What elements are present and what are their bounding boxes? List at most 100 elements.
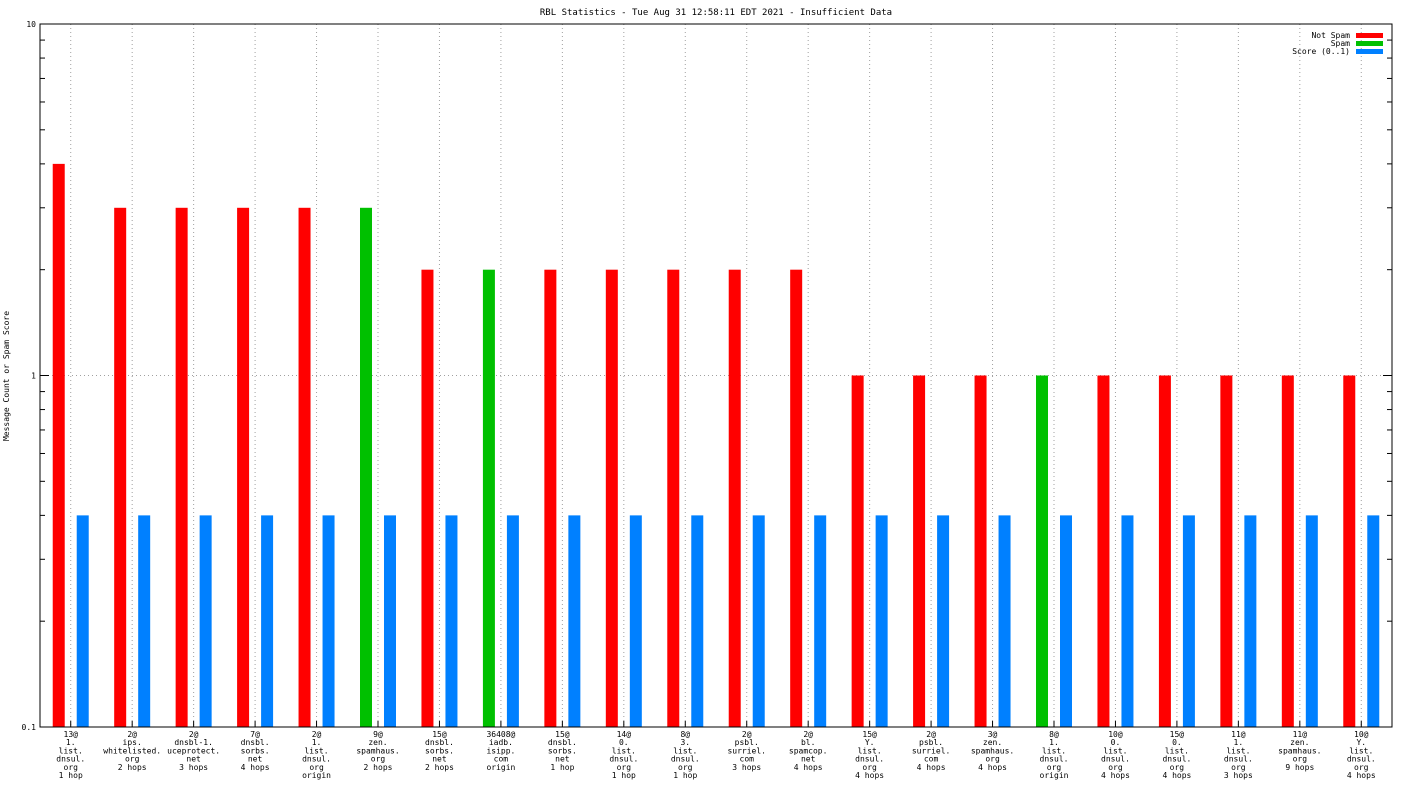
x-tick-label-line: org — [617, 763, 632, 772]
x-tick-label-line: org — [64, 763, 79, 772]
x-tick-label-line: 4 hops — [1162, 771, 1191, 780]
legend-swatch — [1356, 41, 1383, 46]
x-tick-label-line: iadb. — [489, 738, 513, 747]
x-tick-label-line: 11@ — [1293, 730, 1308, 739]
x-tick-label-line: dnsul. — [56, 755, 85, 764]
x-tick-label-line: org — [862, 763, 877, 772]
x-tick-label-line: isipp. — [486, 746, 515, 755]
x-tick-label-line: origin — [1040, 771, 1069, 780]
x-tick-label-line: Y. — [865, 738, 875, 747]
x-tick-label-line: 15@ — [1170, 730, 1185, 739]
x-tick-label-line: 4 hops — [855, 771, 884, 780]
bar-score-0-1 — [1060, 515, 1072, 727]
bar-score-0-1 — [445, 515, 458, 727]
x-tick-label-line: org — [678, 763, 693, 772]
x-tick-label-line: org — [371, 755, 386, 764]
bar-spam — [1036, 375, 1048, 727]
x-tick-label-line: list. — [858, 746, 882, 755]
x-tick-label-line: 1 hop — [673, 771, 697, 780]
x-tick-label-line: 3 hops — [1224, 771, 1253, 780]
x-tick-label-line: whitelisted. — [103, 746, 161, 755]
x-tick-label-line: dnsul. — [1040, 755, 1069, 764]
bar-score-0-1 — [322, 515, 335, 727]
legend-label: Not Spam — [1311, 31, 1350, 40]
bar-not-spam — [605, 269, 618, 727]
x-tick-label: 10@ Y. list. dnsul. org 4 hops — [1347, 730, 1376, 780]
bar-score-0-1 — [875, 515, 888, 727]
x-tick-label: 10@ 0. list. dnsul. org 4 hops — [1101, 730, 1130, 780]
x-tick-label-line: 4 hops — [917, 763, 946, 772]
x-tick-label-line: dnsul. — [671, 755, 700, 764]
x-tick-label-line: sorbs. — [241, 746, 270, 755]
bar-score-0-1 — [937, 515, 950, 727]
x-tick-label: 15@ dnsbl. sorbs. net 2 hops — [425, 730, 454, 772]
x-tick-label-line: psbl. — [919, 738, 943, 747]
bars — [52, 163, 1380, 728]
x-tick-label-line: 3 hops — [732, 763, 761, 772]
bar-score-0-1 — [998, 515, 1011, 727]
x-tick-label-line: 15@ — [862, 730, 877, 739]
x-tick-label-line: org — [1293, 755, 1308, 764]
x-tick-label-line: com — [494, 755, 509, 764]
x-tick-label-line: 0. — [1172, 738, 1182, 747]
bar-score-0-1 — [1367, 515, 1380, 727]
bar-score-0-1 — [1305, 515, 1318, 727]
x-tick-label-line: zen. — [983, 738, 1002, 747]
x-tick-label-line: bl. — [801, 738, 815, 747]
x-tick-label-line: 2 hops — [118, 763, 147, 772]
x-tick-label-line: dnsul. — [1101, 755, 1130, 764]
x-tick-label-line: org — [1047, 763, 1062, 772]
x-tick-label-line: 10@ — [1108, 730, 1123, 739]
x-tick-label-line: org — [309, 763, 324, 772]
x-tick-label-line: 14@ — [617, 730, 632, 739]
bar-score-0-1 — [1182, 515, 1195, 727]
x-tick-label: 11@ 1. list. dnsul. org 3 hops — [1224, 730, 1253, 780]
x-tick-label-line: sorbs. — [548, 746, 577, 755]
x-tick-label-line: 3. — [680, 738, 690, 747]
bar-score-0-1 — [506, 515, 519, 727]
x-tick-label-line: spamhaus. — [356, 746, 399, 755]
bar-spam — [482, 269, 495, 727]
x-tick-label-line: net — [432, 755, 447, 764]
bar-score-0-1 — [629, 515, 642, 727]
x-tick-label-line: 1 hop — [612, 771, 636, 780]
x-tick-label-line: net — [555, 755, 570, 764]
x-tick-label-line: origin — [486, 763, 515, 772]
x-tick-label: 2@ 1. list. dnsul. org origin — [302, 730, 331, 780]
x-tick-label: 2@ ips. whitelisted. org 2 hops — [103, 730, 161, 772]
x-tick-label-line: net — [186, 755, 201, 764]
x-tick-label-line: org — [1231, 763, 1246, 772]
chart-title: RBL Statistics - Tue Aug 31 12:58:11 EDT… — [540, 8, 892, 18]
x-tick-label-line: 1 hop — [59, 771, 83, 780]
x-tick-label-line: 15@ — [555, 730, 570, 739]
bar-score-0-1 — [691, 515, 704, 727]
x-tick-label-line: sorbs. — [425, 746, 454, 755]
grid-lines — [40, 24, 1392, 727]
x-tick-label-line: dnsul. — [1347, 755, 1376, 764]
x-tick-label-line: surriel. — [727, 746, 766, 755]
x-tick-label-line: org — [125, 755, 140, 764]
bar-not-spam — [421, 269, 434, 727]
bar-not-spam — [1281, 375, 1294, 727]
x-tick-label-line: ips. — [123, 738, 142, 747]
x-tick-label-line: dnsul. — [302, 755, 331, 764]
x-tick-label-line: psbl. — [735, 738, 759, 747]
bar-score-0-1 — [568, 515, 581, 727]
x-tick-label-line: 36408@ — [486, 730, 515, 739]
bar-not-spam — [175, 207, 188, 728]
x-tick-label-line: dnsul. — [855, 755, 884, 764]
y-axis-ticks: 0.1 1 10 — [22, 20, 1392, 732]
x-tick-label-line: 1. — [66, 738, 76, 747]
y-tick-label: 0.1 — [22, 723, 37, 732]
bar-not-spam — [851, 375, 864, 727]
x-tick-label-line: Y. — [1356, 738, 1366, 747]
bar-score-0-1 — [384, 515, 396, 727]
x-tick-label-line: origin — [302, 771, 331, 780]
x-tick-label: 14@ 0. list. dnsul. org 1 hop — [609, 730, 638, 780]
bar-not-spam — [728, 269, 741, 727]
x-tick-label-line: 4 hops — [794, 763, 823, 772]
x-tick-label-line: list. — [612, 746, 636, 755]
x-tick-label-line: list. — [1103, 746, 1127, 755]
